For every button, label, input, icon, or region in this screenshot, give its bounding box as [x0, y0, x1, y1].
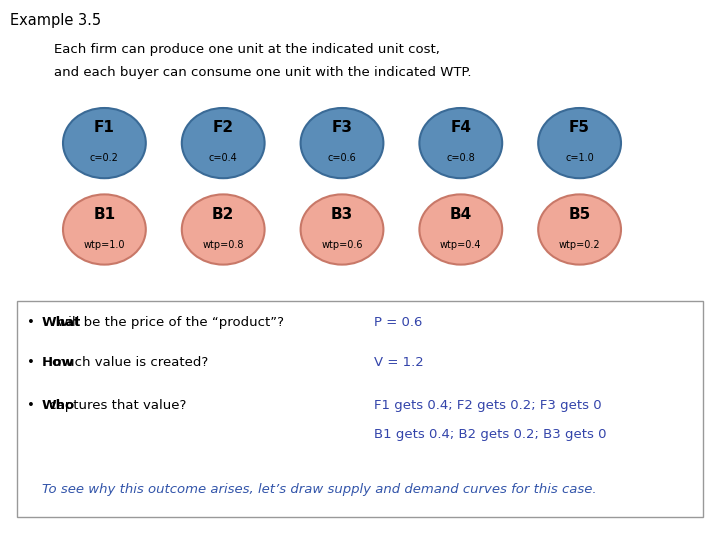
Text: F3: F3 — [331, 120, 353, 136]
Text: B4: B4 — [450, 207, 472, 222]
Text: c=0.2: c=0.2 — [90, 153, 119, 163]
Text: F4: F4 — [450, 120, 472, 136]
Text: c=0.8: c=0.8 — [446, 153, 475, 163]
Text: F1 gets 0.4; F2 gets 0.2; F3 gets 0: F1 gets 0.4; F2 gets 0.2; F3 gets 0 — [374, 399, 602, 411]
Text: •: • — [27, 399, 35, 411]
Ellipse shape — [181, 108, 265, 178]
Text: wtp=1.0: wtp=1.0 — [84, 240, 125, 249]
Text: B5: B5 — [569, 207, 590, 222]
Text: c=0.4: c=0.4 — [209, 153, 238, 163]
Text: c=0.6: c=0.6 — [328, 153, 356, 163]
Ellipse shape — [63, 194, 145, 265]
Text: captures that value?: captures that value? — [45, 399, 186, 411]
Text: P = 0.6: P = 0.6 — [374, 316, 423, 329]
Ellipse shape — [539, 108, 621, 178]
Text: c=1.0: c=1.0 — [565, 153, 594, 163]
Text: wtp=0.4: wtp=0.4 — [440, 240, 482, 249]
Ellipse shape — [419, 194, 503, 265]
Text: wtp=0.8: wtp=0.8 — [202, 240, 244, 249]
Text: Who: Who — [42, 399, 75, 411]
Text: •: • — [27, 356, 35, 369]
Text: will be the price of the “product”?: will be the price of the “product”? — [53, 316, 284, 329]
Text: B3: B3 — [331, 207, 353, 222]
Text: V = 1.2: V = 1.2 — [374, 356, 424, 369]
Ellipse shape — [539, 194, 621, 265]
Text: B1: B1 — [94, 207, 115, 222]
Text: wtp=0.2: wtp=0.2 — [559, 240, 600, 249]
Ellipse shape — [419, 108, 503, 178]
Text: F2: F2 — [212, 120, 234, 136]
Text: B1 gets 0.4; B2 gets 0.2; B3 gets 0: B1 gets 0.4; B2 gets 0.2; B3 gets 0 — [374, 428, 607, 441]
Ellipse shape — [181, 194, 265, 265]
Text: F5: F5 — [569, 120, 590, 136]
Text: To see why this outcome arises, let’s draw supply and demand curves for this cas: To see why this outcome arises, let’s dr… — [42, 483, 596, 496]
Text: What: What — [42, 316, 81, 329]
Ellipse shape — [301, 194, 383, 265]
Text: Each firm can produce one unit at the indicated unit cost,: Each firm can produce one unit at the in… — [54, 43, 440, 56]
Ellipse shape — [301, 108, 383, 178]
Text: and each buyer can consume one unit with the indicated WTP.: and each buyer can consume one unit with… — [54, 66, 472, 79]
Text: B2: B2 — [212, 207, 235, 222]
Text: wtp=0.6: wtp=0.6 — [321, 240, 363, 249]
Ellipse shape — [63, 108, 145, 178]
FancyBboxPatch shape — [17, 301, 703, 517]
Text: F1: F1 — [94, 120, 114, 136]
Text: •: • — [27, 316, 35, 329]
Text: Example 3.5: Example 3.5 — [10, 14, 102, 29]
Text: How: How — [42, 356, 74, 369]
Text: much value is created?: much value is created? — [49, 356, 208, 369]
